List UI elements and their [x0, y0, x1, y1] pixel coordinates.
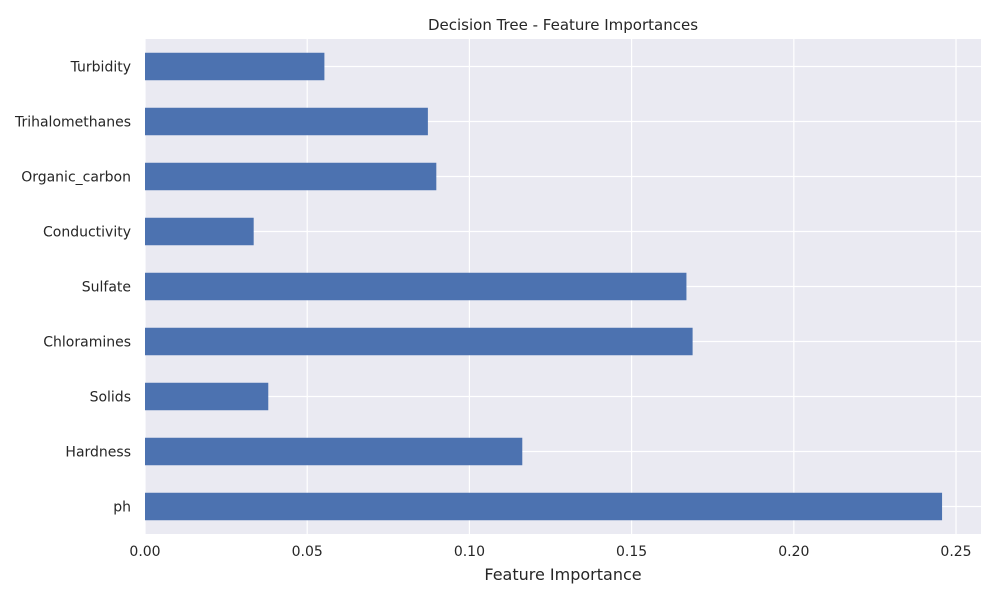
x-tick-label: 0.00: [129, 544, 160, 560]
y-tick-label: Sulfate: [82, 280, 131, 296]
bar-chloramines: [145, 327, 693, 356]
x-axis-label: Feature Importance: [484, 565, 641, 584]
y-tick-label: Conductivity: [43, 225, 131, 241]
y-tick-label: Solids: [90, 390, 131, 406]
bar-hardness: [145, 437, 523, 466]
bar-organic-carbon: [145, 162, 437, 191]
x-tick-labels: 0.00 0.05 0.10 0.15 0.20 0.25: [129, 544, 971, 560]
y-tick-label: Chloramines: [43, 335, 131, 351]
y-tick-label: Organic_carbon: [21, 170, 131, 186]
y-tick-label: Turbidity: [70, 60, 131, 76]
y-tick-labels: ph Hardness Solids Chloramines Sulfate Conduc…: [14, 60, 131, 516]
x-tick-label: 0.20: [778, 544, 809, 560]
y-tick-label: Trihalomethanes: [14, 115, 131, 131]
bar-trihalomethanes: [145, 107, 428, 136]
bars: [145, 52, 943, 521]
bar-turbidity: [145, 52, 325, 81]
bar-ph: [145, 492, 943, 521]
x-tick-label: 0.25: [940, 544, 971, 560]
y-tick-label: ph: [113, 500, 131, 516]
bar-conductivity: [145, 217, 254, 246]
bar-sulfate: [145, 272, 687, 301]
bar-solids: [145, 382, 269, 411]
y-tick-label: Hardness: [65, 445, 131, 461]
chart-title: Decision Tree - Feature Importances: [428, 16, 698, 34]
x-tick-label: 0.15: [616, 544, 647, 560]
x-tick-label: 0.05: [292, 544, 323, 560]
x-tick-label: 0.10: [454, 544, 485, 560]
